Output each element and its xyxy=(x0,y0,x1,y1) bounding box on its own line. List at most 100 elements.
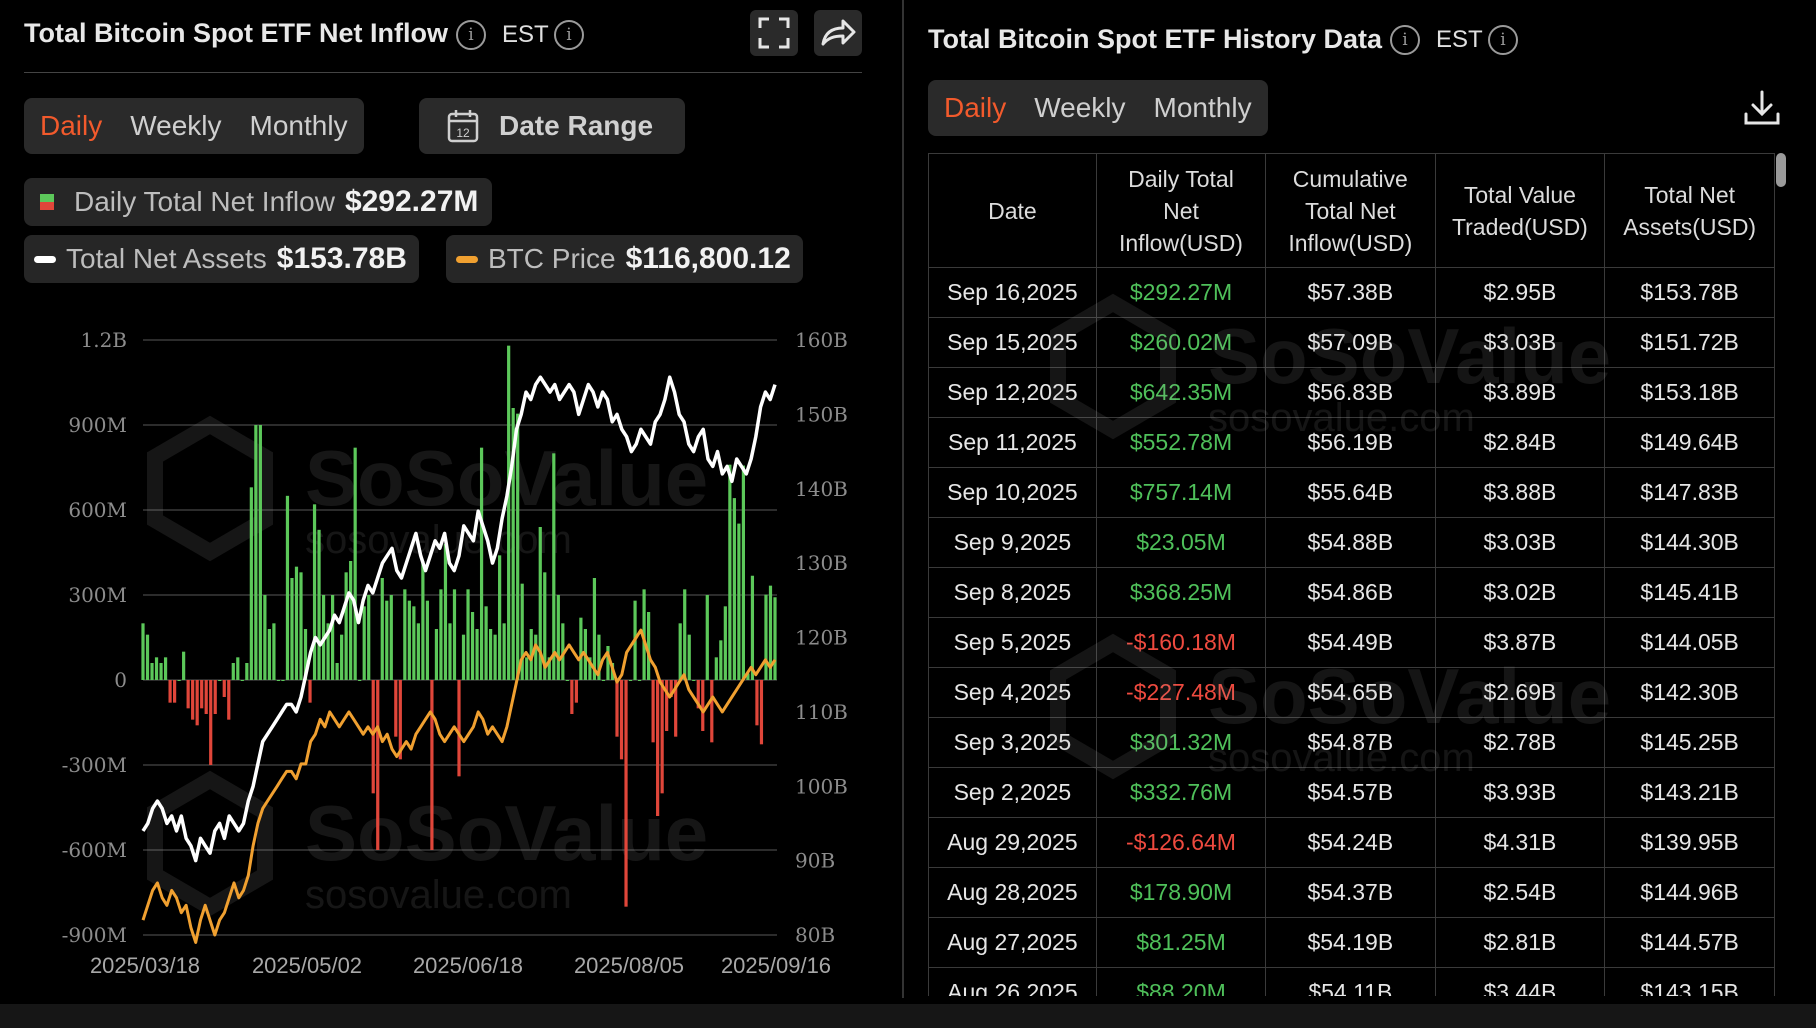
x-tick: 2025/09/16 xyxy=(721,953,831,978)
table-row[interactable]: Aug 29,2025 -$126.64M $54.24B $4.31B $139.95… xyxy=(928,817,1775,868)
table-scrollbar[interactable] xyxy=(1776,153,1786,187)
cell-traded: $2.69B xyxy=(1434,667,1606,718)
tab-daily[interactable]: Daily xyxy=(944,92,1007,123)
inflow-bar xyxy=(434,629,439,680)
inflow-bar xyxy=(606,646,610,680)
inflow-bar xyxy=(213,680,217,714)
share-icon[interactable] xyxy=(814,10,862,56)
col-date[interactable]: Date xyxy=(928,153,1097,268)
inflow-bar xyxy=(750,575,755,680)
svg-text:12: 12 xyxy=(456,126,470,140)
daily-inflow-legend[interactable]: Daily Total Net Inflow $292.27M xyxy=(24,178,493,226)
timezone-info-icon[interactable]: i xyxy=(1488,25,1518,55)
inflow-bar xyxy=(258,425,262,680)
cell-traded: $3.03B xyxy=(1434,517,1606,568)
table-row[interactable]: Sep 10,2025 $757.14M $55.64B $3.88B $147.83B xyxy=(928,467,1775,518)
watermark-brand: SoSoValue xyxy=(305,789,708,877)
inflow-bar xyxy=(498,555,502,680)
table-row[interactable]: Sep 9,2025 $23.05M $54.88B $3.03B $144.30B xyxy=(928,517,1775,568)
table-row[interactable]: Sep 12,2025 $642.35M $56.83B $3.89B $153.18B xyxy=(928,367,1775,418)
col-traded-label-1: Total Value xyxy=(1463,181,1576,208)
inflow-bar xyxy=(470,612,475,680)
timezone-info-icon[interactable]: i xyxy=(554,20,584,50)
inflow-bar xyxy=(561,623,565,680)
table-row[interactable]: Sep 16,2025 $292.27M $57.38B $2.95B $153.78B xyxy=(928,267,1775,318)
inflow-bar xyxy=(764,594,768,680)
inflow-bar xyxy=(236,657,240,680)
chart-axes: 1.2B 900M 600M 300M 0 -300M -600M -900M 160B 150B… xyxy=(62,328,848,978)
cell-assets: $142.30B xyxy=(1604,667,1775,718)
table-row[interactable]: Sep 3,2025 $301.32M $54.87B $2.78B $145.25B xyxy=(928,717,1775,768)
bottom-bar xyxy=(0,1004,1816,1028)
inflow-bar xyxy=(710,680,714,743)
btc-swatch xyxy=(456,255,478,263)
inflow-bar xyxy=(200,680,204,709)
col-daily-label-1: Daily Total xyxy=(1128,165,1234,192)
table-row[interactable]: Aug 27,2025 $81.25M $54.19B $2.81B $144.57B xyxy=(928,917,1775,968)
inflow-bar xyxy=(768,585,773,680)
inflow-bar xyxy=(556,595,560,680)
inflow-bar xyxy=(394,680,398,737)
cell-daily-inflow: $260.02M xyxy=(1095,317,1267,368)
cell-daily-inflow: $368.25M xyxy=(1095,567,1267,618)
cell-cumulative: $54.65B xyxy=(1265,667,1436,718)
btc-price-legend[interactable]: BTC Price $116,800.12 xyxy=(446,235,803,283)
tab-monthly[interactable]: Monthly xyxy=(1153,92,1252,123)
info-icon[interactable]: i xyxy=(456,20,486,50)
watermark-url: sosovalue.com xyxy=(305,518,572,562)
table-row[interactable]: Sep 15,2025 $260.02M $57.09B $3.03B $151.72B xyxy=(928,317,1775,368)
title-divider xyxy=(24,72,862,73)
inflow-bar xyxy=(493,634,497,680)
inflow-bar xyxy=(173,680,177,703)
table-row[interactable]: Sep 4,2025 -$227.48M $54.65B $2.69B $142.30B xyxy=(928,667,1775,718)
cell-daily-inflow: $23.05M xyxy=(1095,517,1267,568)
history-table-container[interactable]: Date Daily Total Net Inflow(USD) Cumulat… xyxy=(928,153,1775,996)
col-cumulative[interactable]: Cumulative Total Net Inflow(USD) xyxy=(1265,153,1436,268)
inflow-bar xyxy=(299,572,303,680)
table-row[interactable]: Sep 5,2025 -$160.18M $54.49B $3.87B $144.05B xyxy=(928,617,1775,668)
total-net-assets-legend[interactable]: Total Net Assets $153.78B xyxy=(24,235,419,283)
watermark-brand: SoSoValue xyxy=(305,434,708,522)
table-row[interactable]: Sep 8,2025 $368.25M $54.86B $3.02B $145.41B xyxy=(928,567,1775,618)
tab-weekly[interactable]: Weekly xyxy=(1034,92,1126,123)
inflow-chart-title: Total Bitcoin Spot ETF Net Inflow xyxy=(24,18,448,48)
inflow-bar xyxy=(570,680,574,714)
col-daily-inflow[interactable]: Daily Total Net Inflow(USD) xyxy=(1095,153,1267,268)
inflow-bar xyxy=(683,589,687,680)
inflow-bar xyxy=(741,465,745,680)
col-cum-label-1: Cumulative xyxy=(1292,165,1408,192)
y-left-tick: -600M xyxy=(62,838,127,862)
cell-assets: $144.05B xyxy=(1604,617,1775,668)
inflow-bar xyxy=(534,634,538,680)
inflow-chart[interactable]: SoSoValue sosovalue.com SoSoValue sosova… xyxy=(0,320,880,990)
col-net-assets[interactable]: Total Net Assets(USD) xyxy=(1604,153,1775,268)
cell-assets: $139.95B xyxy=(1604,817,1775,868)
daily-inflow-value: $292.27M xyxy=(344,185,479,218)
table-row[interactable]: Sep 2,2025 $332.76M $54.57B $3.93B $143.21B xyxy=(928,767,1775,818)
fullscreen-icon[interactable] xyxy=(750,10,798,56)
y-left-tick: 300M xyxy=(68,583,127,607)
date-range-button[interactable]: 12 Date Range xyxy=(419,98,685,154)
col-date-label: Date xyxy=(988,197,1037,224)
inflow-bar xyxy=(231,663,235,680)
inflow-bar xyxy=(245,663,249,680)
inflow-period-tabs: Daily Weekly Monthly xyxy=(24,98,364,154)
inflow-bar xyxy=(507,345,511,680)
table-row[interactable]: Sep 11,2025 $552.78M $56.19B $2.84B $149.64B xyxy=(928,417,1775,468)
y-left-tick: 1.2B xyxy=(80,328,127,352)
info-icon[interactable]: i xyxy=(1390,25,1420,55)
tab-weekly[interactable]: Weekly xyxy=(130,110,222,141)
table-row[interactable]: Aug 26,2025 $88.20M $54.11B $3.44B $143.15B xyxy=(928,967,1775,996)
cell-cumulative: $54.19B xyxy=(1265,917,1436,968)
col-total-traded[interactable]: Total Value Traded(USD) xyxy=(1434,153,1606,268)
tab-daily[interactable]: Daily xyxy=(40,110,103,141)
download-icon[interactable] xyxy=(1742,88,1782,133)
inflow-bar xyxy=(601,680,606,681)
cell-traded: $2.81B xyxy=(1434,917,1606,968)
inflow-bar xyxy=(737,523,741,680)
y-left-tick: 900M xyxy=(68,413,127,437)
table-row[interactable]: Aug 28,2025 $178.90M $54.37B $2.54B $144.96B xyxy=(928,867,1775,918)
tab-monthly[interactable]: Monthly xyxy=(249,110,348,141)
inflow-bar xyxy=(705,595,709,680)
cell-assets: $151.72B xyxy=(1604,317,1775,368)
